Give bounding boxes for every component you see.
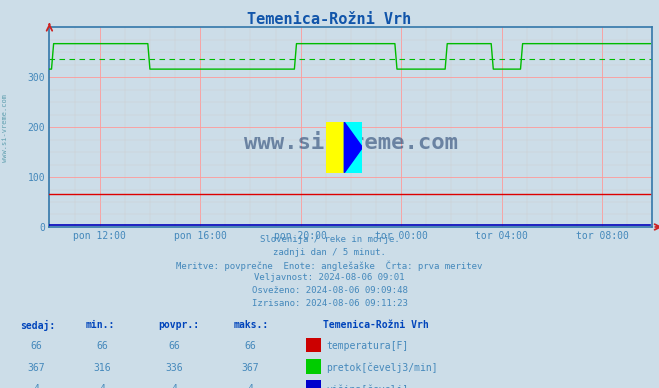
Text: 66: 66 (169, 341, 181, 352)
Bar (326, 122, 344, 173)
Text: 4: 4 (100, 384, 105, 388)
Text: Temenica-Rožni Vrh: Temenica-Rožni Vrh (247, 12, 412, 28)
Text: pretok[čevelj3/min]: pretok[čevelj3/min] (326, 363, 438, 373)
Text: Izrisano: 2024-08-06 09:11:23: Izrisano: 2024-08-06 09:11:23 (252, 299, 407, 308)
Text: povpr.:: povpr.: (158, 320, 199, 330)
Text: 316: 316 (94, 363, 111, 373)
Text: Meritve: povprečne  Enote: anglešaške  Črta: prva meritev: Meritve: povprečne Enote: anglešaške Črt… (177, 260, 482, 271)
Text: Osveženo: 2024-08-06 09:09:48: Osveženo: 2024-08-06 09:09:48 (252, 286, 407, 295)
Text: temperatura[F]: temperatura[F] (326, 341, 409, 352)
Text: 66: 66 (244, 341, 256, 352)
Text: 4: 4 (248, 384, 253, 388)
Polygon shape (344, 122, 362, 173)
Text: min.:: min.: (86, 320, 115, 330)
Text: www.si-vreme.com: www.si-vreme.com (244, 133, 458, 153)
Text: 66: 66 (30, 341, 42, 352)
Text: Slovenija / reke in morje.: Slovenija / reke in morje. (260, 235, 399, 244)
Text: Temenica-Rožni Vrh: Temenica-Rožni Vrh (323, 320, 428, 330)
Text: Veljavnost: 2024-08-06 09:01: Veljavnost: 2024-08-06 09:01 (254, 273, 405, 282)
Bar (344, 122, 362, 173)
Text: www.si-vreme.com: www.si-vreme.com (2, 94, 9, 162)
Text: 336: 336 (166, 363, 183, 373)
Text: 66: 66 (96, 341, 108, 352)
Text: višina[čevelj]: višina[čevelj] (326, 384, 409, 388)
Text: zadnji dan / 5 minut.: zadnji dan / 5 minut. (273, 248, 386, 256)
Text: 367: 367 (242, 363, 259, 373)
Text: 4: 4 (34, 384, 39, 388)
Text: 367: 367 (28, 363, 45, 373)
Text: sedaj:: sedaj: (20, 320, 55, 331)
Text: 4: 4 (172, 384, 177, 388)
Text: maks.:: maks.: (234, 320, 269, 330)
